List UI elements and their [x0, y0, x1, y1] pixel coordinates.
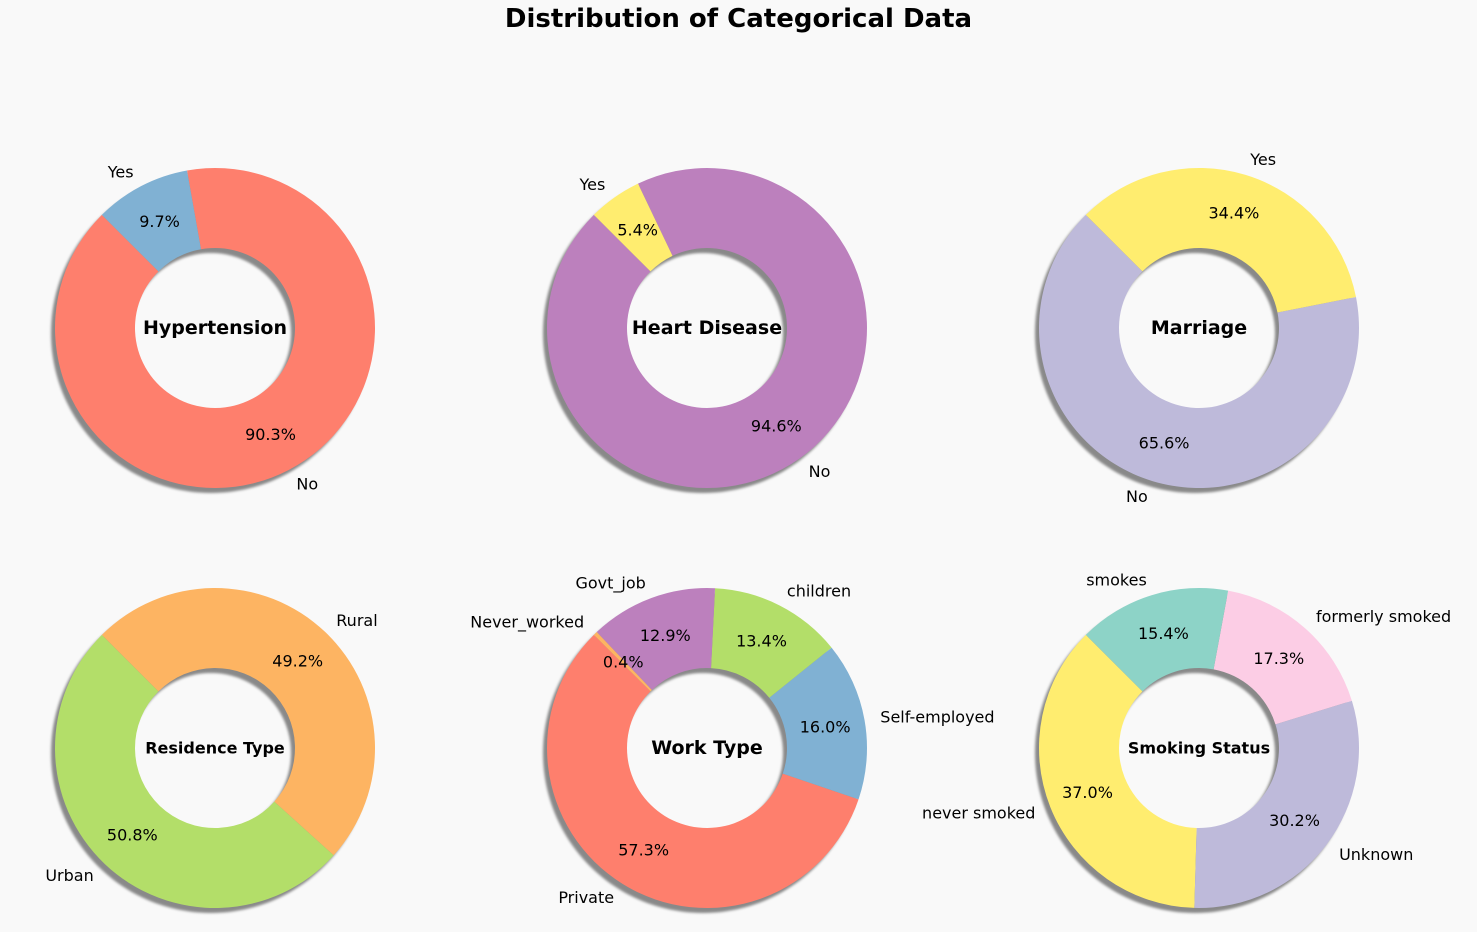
donut-center-label: Marriage [1151, 317, 1247, 339]
donut-center-label: Heart Disease [632, 317, 782, 339]
donut-slice [101, 588, 375, 856]
slice-percent-label: 37.0% [1062, 783, 1113, 802]
slice-category-label: Yes [1249, 150, 1276, 169]
slice-category-label: Govt_job [575, 573, 645, 593]
donut-slice [54, 634, 334, 909]
donut-center-label: Work Type [651, 737, 763, 759]
donut-slice [769, 647, 867, 800]
donut-chart: 57.3% Private 16.0% Self-employed 13.4% child… [470, 573, 995, 914]
donut-slice [54, 168, 375, 489]
slice-percent-label: 34.4% [1209, 204, 1260, 223]
donut-slice [593, 632, 652, 692]
slice-category-label: No [809, 462, 831, 481]
slice-percent-label: 15.4% [1138, 624, 1189, 643]
donut-chart: 65.6% No 34.4% Yes Marriage [1035, 150, 1360, 506]
donut-slice [1213, 590, 1352, 725]
slice-percent-label: 65.6% [1139, 433, 1190, 452]
slice-category-label: No [296, 475, 318, 494]
slice-category-label: Yes [579, 175, 606, 194]
slice-category-label: Private [558, 888, 614, 907]
slice-percent-label: 57.3% [618, 840, 669, 859]
donut-slice [593, 183, 673, 272]
donut-chart: 94.6% No 5.4% Yes Heart Disease [543, 168, 867, 494]
slice-category-label: Rural [336, 611, 377, 630]
donut-chart: 50.8% Urban 49.2% Rural Residence Type [45, 588, 378, 914]
slice-category-label: Urban [45, 866, 93, 885]
donut-slice [1039, 634, 1197, 908]
slice-category-label: smokes [1086, 570, 1147, 589]
slice-percent-label: 49.2% [272, 652, 323, 671]
slice-percent-label: 50.8% [107, 825, 158, 844]
slice-category-label: formerly smoked [1316, 607, 1451, 626]
slice-category-label: children [787, 582, 851, 601]
donut-chart: 37.0% never smoked 30.2% Unknown 17.3% former… [922, 570, 1451, 914]
figure-title: Distribution of Categorical Data [504, 4, 973, 34]
donut-slice [596, 588, 716, 691]
donut-slice [101, 170, 201, 272]
slice-percent-label: 12.9% [640, 626, 691, 645]
donut-chart: 90.3% No 9.7% Yes Hypertension [51, 162, 375, 494]
donut-slice [546, 634, 859, 909]
donut-slice [1194, 700, 1360, 908]
slice-percent-label: 94.6% [751, 416, 802, 435]
slice-category-label: No [1126, 487, 1148, 506]
donut-slice [711, 588, 832, 698]
slice-category-label: Never_worked [470, 612, 584, 632]
donut-slice [1085, 588, 1229, 692]
slice-percent-label: 90.3% [245, 425, 296, 444]
donut-slice [1039, 214, 1360, 488]
slice-percent-label: 5.4% [617, 221, 658, 240]
slice-category-label: Yes [107, 162, 134, 181]
slice-category-label: Self-employed [880, 708, 994, 727]
donut-center-label: Residence Type [145, 739, 285, 758]
slice-percent-label: 0.4% [603, 653, 644, 672]
slice-percent-label: 16.0% [800, 717, 851, 736]
slice-category-label: never smoked [922, 803, 1035, 822]
slice-percent-label: 30.2% [1269, 811, 1320, 830]
donut-center-label: Smoking Status [1128, 739, 1270, 758]
slice-percent-label: 17.3% [1253, 649, 1304, 668]
slice-category-label: Unknown [1339, 845, 1413, 864]
donut-center-label: Hypertension [143, 317, 287, 339]
slice-percent-label: 13.4% [736, 632, 787, 651]
slice-percent-label: 9.7% [139, 212, 180, 231]
donut-slice [1085, 167, 1356, 313]
